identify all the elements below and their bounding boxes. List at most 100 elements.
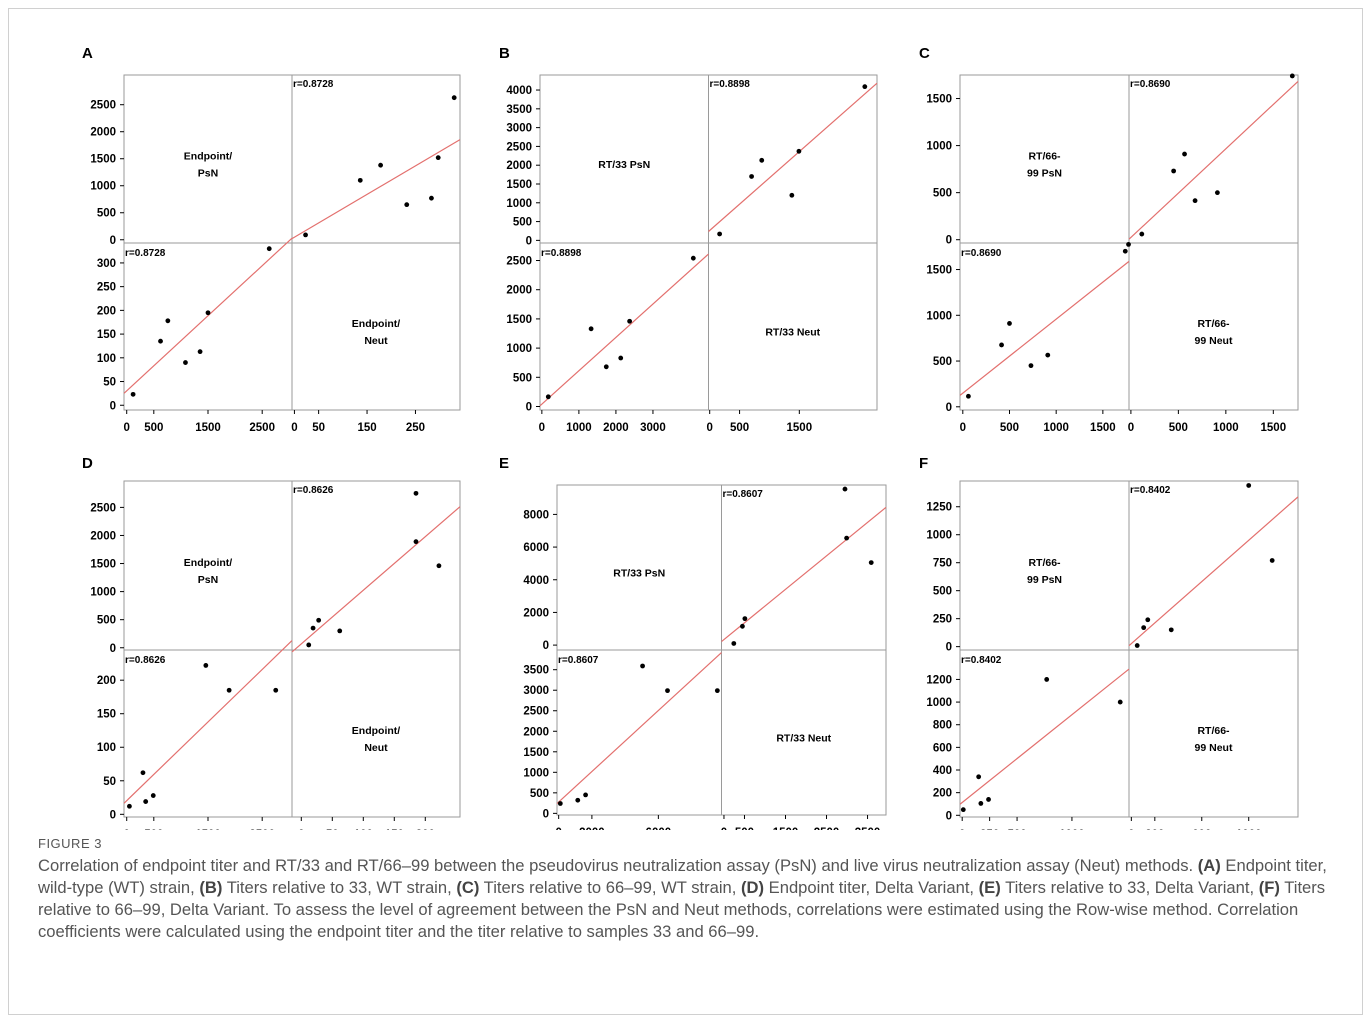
r-label-top: r=0.8690 (1130, 79, 1171, 90)
quadrant-label-neut: Neut (364, 335, 388, 347)
data-point (1117, 699, 1123, 705)
y-tick-label: 8000 (523, 509, 549, 521)
panel-letter: D (82, 455, 93, 472)
quadrant-label-neut: Endpoint/ (352, 725, 400, 737)
x-tick-label: 1000 (1213, 422, 1239, 434)
y-tick-label: 3000 (523, 685, 549, 697)
y-tick-label: 3500 (523, 665, 549, 677)
data-point (140, 770, 146, 776)
x-tick-label: 0 (1128, 829, 1134, 830)
y-tick-label: 750 (933, 558, 952, 570)
quadrant-label-psn: RT/66- (1028, 151, 1061, 163)
data-point (306, 642, 312, 648)
data-point (742, 616, 748, 622)
quadrant-label-neut: Neut (364, 742, 388, 754)
x-tick-label: 0 (960, 422, 966, 434)
r-label-bottom: r=0.8402 (961, 655, 1002, 666)
data-point (665, 688, 670, 694)
y-tick-label: 1000 (926, 697, 952, 709)
data-point (337, 628, 343, 634)
y-tick-label: 1500 (926, 265, 952, 277)
quadrant-label-psn: RT/33 PsN (613, 567, 665, 579)
r-label-top: r=0.8898 (710, 79, 751, 90)
y-tick-label: 300 (97, 258, 116, 270)
data-point (451, 95, 457, 101)
fit-line-bottom (959, 668, 1130, 805)
data-point (545, 394, 551, 400)
quadrant-label-psn: 99 PsN (1027, 574, 1062, 586)
caption-panel-ref: (C) (456, 878, 480, 897)
data-point (759, 157, 765, 163)
fit-line-top (1128, 496, 1299, 647)
x-tick-label: 1500 (773, 827, 799, 830)
x-tick-label: 2000 (603, 422, 629, 434)
y-tick-label: 2000 (506, 160, 532, 172)
y-tick-label: 500 (513, 372, 532, 384)
y-tick-label: 2500 (506, 141, 532, 153)
y-tick-label: 1500 (506, 179, 532, 191)
y-tick-label: 200 (97, 305, 116, 317)
panel-letter: A (82, 45, 93, 62)
data-point (966, 393, 971, 399)
y-tick-label: 2000 (523, 726, 549, 738)
data-point (976, 774, 982, 780)
data-point (618, 355, 624, 361)
fit-line-bottom (123, 640, 293, 804)
y-tick-label: 0 (526, 401, 532, 413)
y-tick-label: 0 (110, 643, 116, 655)
figure-frame (8, 8, 1363, 1015)
panel-d: D050010001500200025000501001502000500150… (82, 455, 461, 830)
y-tick-label: 4000 (506, 85, 532, 97)
y-tick-label: 0 (526, 235, 532, 247)
panel-b: B 0 500 1000 1500 2000 2500 3000 3500 4000 0 500 100… (499, 45, 878, 434)
r-label-bottom: r=0.8607 (558, 655, 599, 666)
y-tick-label: 1000 (506, 198, 532, 210)
data-point (150, 793, 156, 798)
panel-letter: B (499, 45, 510, 62)
x-tick-label: 250 (980, 829, 999, 830)
x-tick-label: 0 (539, 422, 545, 434)
x-tick-label: 150 (357, 422, 376, 434)
y-tick-label: 500 (933, 356, 952, 368)
data-point (603, 364, 609, 370)
y-tick-label: 600 (933, 742, 952, 754)
data-point (1246, 483, 1252, 488)
caption-segment: Titers relative to 66–99, Delta Variant.… (38, 878, 1326, 941)
fit-line-top (721, 506, 887, 643)
data-point (266, 246, 272, 252)
x-tick-label: 500 (730, 422, 749, 434)
x-tick-label: 0 (291, 422, 297, 434)
data-point (197, 349, 203, 355)
caption-segment: Endpoint titer, Delta Variant, (764, 878, 979, 897)
y-tick-label: 500 (933, 188, 952, 200)
y-tick-label: 500 (97, 208, 116, 220)
data-point (640, 663, 645, 669)
fit-line-top (291, 139, 461, 240)
x-tick-label: 0 (298, 829, 304, 830)
x-tick-label: 3500 (855, 827, 881, 830)
y-tick-label: 1000 (926, 530, 952, 542)
data-point (378, 162, 383, 168)
y-tick-label: 200 (933, 788, 952, 800)
r-label-top: r=0.8607 (723, 489, 764, 500)
y-tick-label: 500 (513, 217, 532, 229)
quadrant-label-psn: PsN (198, 574, 218, 586)
panel-a: A050010001500200025000501001502002503000… (82, 45, 461, 434)
data-point (986, 797, 991, 802)
x-tick-label: 0 (721, 827, 727, 830)
r-label-bottom: r=0.8690 (961, 248, 1002, 259)
data-point (429, 195, 434, 201)
y-tick-label: 50 (103, 377, 116, 389)
data-point (1141, 625, 1147, 631)
caption-panel-ref: (A) (1197, 856, 1221, 875)
x-tick-label: 1500 (1261, 422, 1287, 434)
data-point (1028, 363, 1034, 369)
data-point (583, 792, 588, 798)
data-point (127, 803, 132, 809)
panel-letter: C (919, 45, 930, 62)
y-tick-label: 150 (97, 709, 116, 721)
quadrant-label-psn: RT/33 PsN (598, 159, 650, 171)
quadrant-label-neut: 99 Neut (1195, 335, 1233, 347)
data-point (435, 155, 441, 161)
y-tick-label: 1000 (926, 310, 952, 322)
